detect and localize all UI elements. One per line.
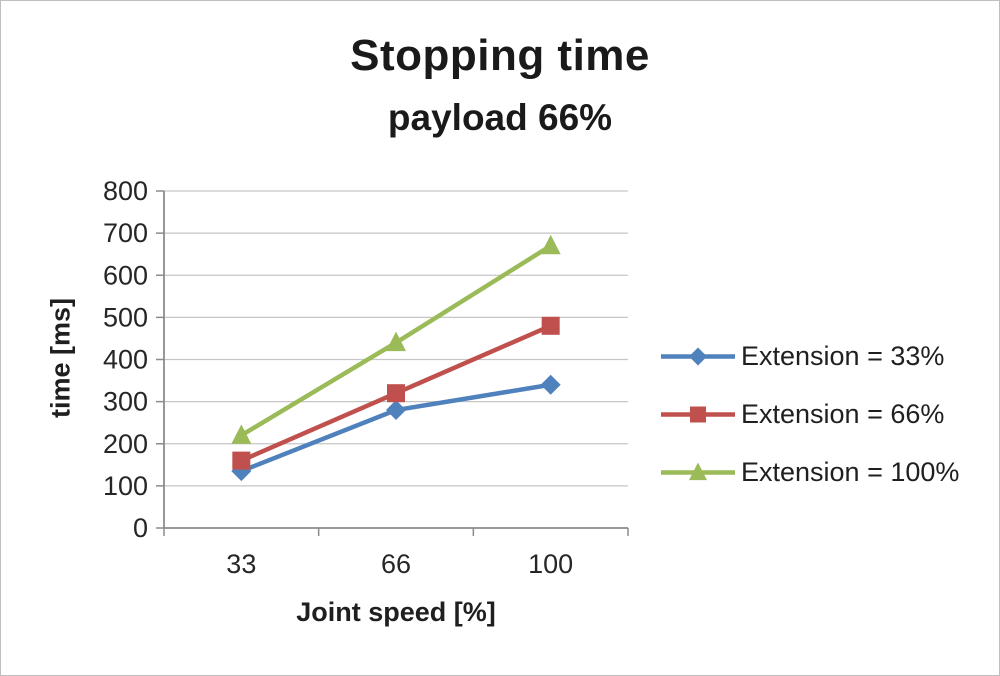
y-tick-label: 0 — [133, 513, 148, 543]
legend: Extension = 33% Extension = 66% Extension … — [661, 341, 960, 487]
y-tick-label: 800 — [103, 176, 148, 206]
x-tick-label: 33 — [226, 549, 256, 579]
y-tick-label: 700 — [103, 218, 148, 248]
legend-marker — [661, 406, 735, 423]
marker-square — [690, 406, 706, 423]
marker-triangle — [689, 462, 707, 481]
x-tick-label: 100 — [528, 549, 573, 579]
marker-triangle — [540, 234, 561, 255]
legend-marker — [661, 462, 735, 481]
chart-subtitle: payload 66% — [387, 97, 613, 138]
x-tick-label: 66 — [381, 549, 411, 579]
legend-label: Extension = 33% — [741, 341, 945, 371]
marker-triangle — [231, 424, 252, 444]
marker-square — [387, 384, 405, 403]
marker-diamond — [689, 347, 707, 366]
legend-label: Extension = 66% — [741, 399, 945, 429]
y-tick-label: 400 — [103, 345, 148, 375]
legend-item: Extension = 33% — [661, 341, 959, 371]
y-axis-label: time [ms] — [45, 297, 76, 419]
chart-title: Stopping time — [350, 31, 650, 80]
marker-diamond — [386, 400, 406, 421]
legend-label: Extension = 100% — [741, 457, 960, 487]
marker-square — [541, 316, 560, 335]
y-tick-label: 100 — [103, 471, 148, 501]
series-extension-66 — [232, 316, 560, 470]
y-tick-label: 300 — [103, 387, 148, 417]
series-extension-100 — [231, 234, 561, 444]
marker-square — [232, 451, 251, 470]
y-tick-label: 200 — [103, 429, 148, 459]
legend-item: Extension = 66% — [661, 399, 959, 429]
y-tick-label: 500 — [103, 302, 148, 332]
y-tick-label: 600 — [103, 260, 148, 290]
legend-marker — [661, 347, 735, 366]
x-axis-label: Joint speed [%] — [296, 597, 496, 627]
marker-diamond — [540, 374, 561, 395]
legend-item: Extension = 100% — [661, 457, 960, 487]
marker-triangle — [386, 331, 406, 352]
